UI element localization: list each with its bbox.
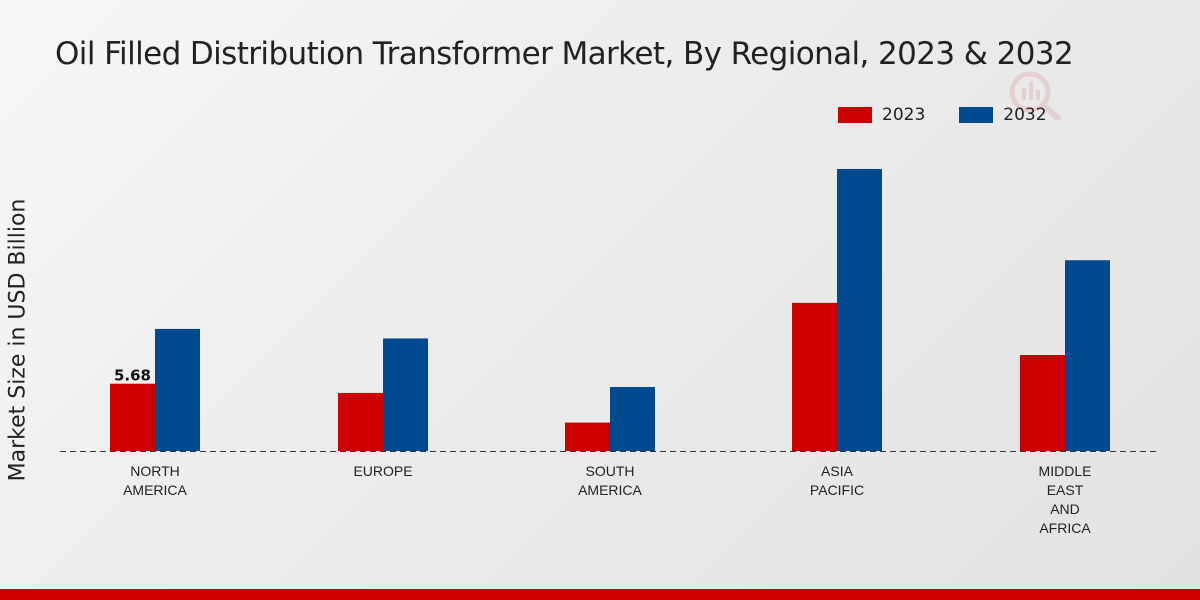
legend-label-2032: 2032 xyxy=(1003,105,1047,125)
bar-2032-north-america xyxy=(155,328,200,451)
bar-2032-asia-pacific xyxy=(837,169,882,452)
legend-label-2023: 2023 xyxy=(882,105,926,125)
bar-2023-middle-east-and-africa xyxy=(1020,355,1065,451)
bar-2032-south-america xyxy=(610,387,655,451)
x-tick-label: ASIA PACIFIC xyxy=(809,463,865,498)
bar-2023-asia-pacific xyxy=(792,302,837,451)
legend-item-2032: 2032 xyxy=(959,105,1047,125)
legend: 2023 2032 xyxy=(838,104,1081,126)
bar-2023-south-america xyxy=(565,422,610,451)
x-tick-label: NORTH AMERICA xyxy=(123,463,187,498)
bar-2023-north-america xyxy=(110,383,155,451)
legend-item-2023: 2023 xyxy=(838,105,925,125)
watermark-logo-icon xyxy=(1009,71,1061,120)
data-label: 5.68 xyxy=(114,367,151,385)
bar-2032-europe xyxy=(383,338,428,451)
x-tick-label: EUROPE xyxy=(353,463,413,479)
x-tick-label: SOUTH AMERICA xyxy=(578,463,642,498)
footer-bar xyxy=(0,589,1200,600)
chart-title: Oil Filled Distribution Transformer Mark… xyxy=(55,36,1074,72)
bar-2032-middle-east-and-africa xyxy=(1065,260,1110,451)
legend-swatch-2032 xyxy=(959,107,994,123)
x-tick-label: MIDDLE EAST AND AFRICA xyxy=(1038,463,1092,536)
bar-2023-europe xyxy=(338,392,383,451)
legend-swatch-2023 xyxy=(838,107,872,123)
